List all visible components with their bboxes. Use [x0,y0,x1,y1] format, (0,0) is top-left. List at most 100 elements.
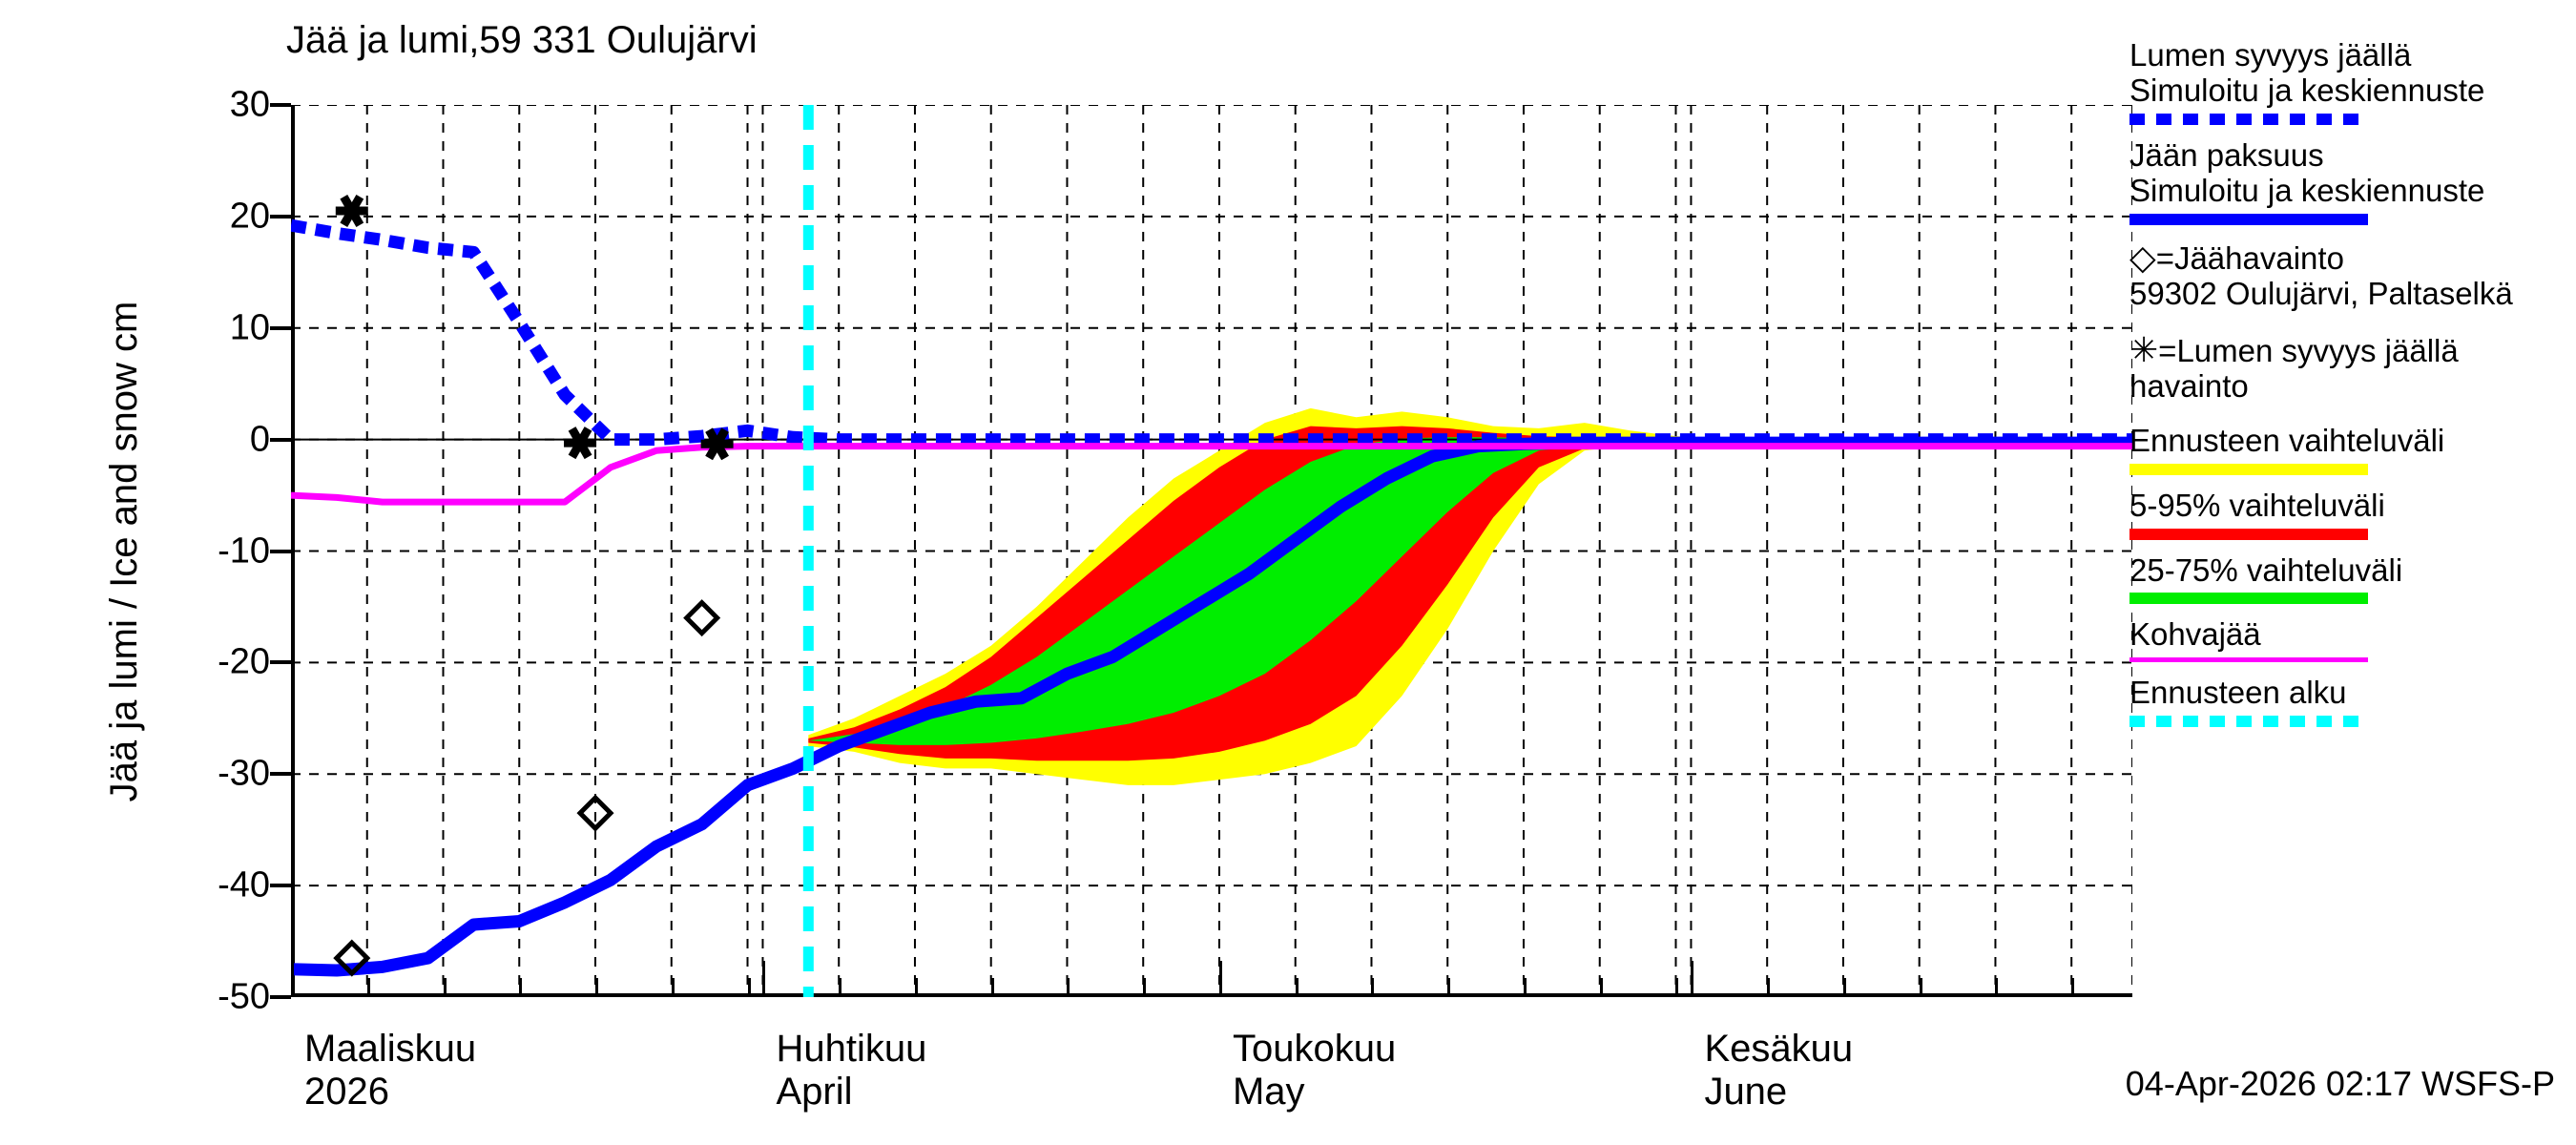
x-axis-tick-mark [1067,978,1070,997]
x-axis-tick-mark [1842,978,1846,997]
legend-label: 25-75% vaihteluväli [2129,552,2576,589]
page-title: Jää ja lumi,59 331 Oulujärvi [286,19,758,61]
x-axis-month-label-en: 2026 [304,1071,389,1113]
x-axis-month-label: Maaliskuu 2026 [304,1028,476,1114]
x-axis-month-label-en: April [776,1071,853,1113]
legend-label-line: =Lumen syvyys jäällä havainto [2129,332,2459,404]
legend-spacer [2129,312,2576,325]
y-axis-tick-mark [270,437,291,442]
footer-timestamp: 04-Apr-2026 02:17 WSFS-P [2125,1064,2555,1103]
x-axis-month-label-fi: Maaliskuu [304,1028,477,1070]
legend-label-line: 5-95% vaihteluväli [2129,487,2385,523]
x-axis-tick-mark [1995,978,1999,997]
x-axis-tick-mark [990,978,994,997]
x-axis-tick-mark [1143,978,1147,997]
legend-swatch-range-5-95 [2129,528,2368,540]
y-axis-tick-label: 0 [249,419,270,460]
legend-swatch-snow-depth-forecast [2129,113,2368,125]
x-axis-tick-mark [1447,978,1451,997]
y-axis-tick-mark [270,660,291,665]
x-axis-tick-mark [839,978,842,997]
legend-item-forecast-start: Ennusteen alku [2129,675,2576,728]
legend-label-line: Kohvajää [2129,616,2261,653]
legend-item-range-25-75: 25-75% vaihteluväli [2129,552,2576,605]
x-axis-month-tick [762,961,766,997]
legend-item-snow-depth-forecast: Lumen syvyys jäällä Simuloitu ja keskienn… [2129,37,2576,125]
legend-item-kohvajaa: Kohvajää [2129,617,2576,663]
y-axis-tick-mark [270,772,291,777]
x-axis-month-label-fi: Toukokuu [1232,1028,1397,1070]
x-axis-tick-mark [1371,978,1375,997]
legend-swatch-kohvajaa [2129,657,2368,663]
x-axis-tick-mark [595,978,598,997]
legend-swatch-forecast-start [2129,716,2368,728]
x-axis-month-label: Kesäkuu June [1704,1028,1853,1114]
legend-label-line: Ennusteen vaihteluväli [2129,422,2445,458]
legend-label: Jään paksuus Simuloitu ja keskiennuste [2129,136,2576,209]
legend-item-range-5-95: 5-95% vaihteluväli [2129,487,2576,540]
x-axis-tick-mark [1295,978,1298,997]
legend-label: Ennusteen vaihteluväli [2129,422,2576,459]
legend-item-ice-observation: ◇=Jäähavainto 59302 Oulujärvi, Paltaselkä [2129,239,2576,325]
legend-label-line: Simuloitu ja keskiennuste [2129,172,2485,208]
legend-symbol-ice-observation-icon: ◇ [2129,237,2156,277]
legend-item-ice-thickness-forecast: Jään paksuus Simuloitu ja keskiennuste [2129,136,2576,225]
x-axis-tick-mark [1675,978,1679,997]
x-axis-month-label-en: May [1232,1071,1305,1113]
legend-label-line: 59302 Oulujärvi, Paltaselkä [2129,275,2513,311]
legend-label: 5-95% vaihteluväli [2129,487,2576,524]
x-axis-tick-mark [914,978,918,997]
x-axis-month-label-fi: Kesäkuu [1704,1028,1854,1070]
y-axis-tick-label: -10 [218,531,270,571]
legend-label-line: Jään paksuus [2129,136,2324,173]
y-axis-tick-label: 20 [229,196,270,237]
y-axis-tick-mark [270,884,291,888]
x-axis-tick-mark [2071,978,2075,997]
y-axis-tick-label: -50 [218,976,270,1017]
x-axis-tick-mark [1919,978,1922,997]
x-axis-month-label-fi: Huhtikuu [776,1028,927,1070]
legend-label-line: Simuloitu ja keskiennuste [2129,72,2485,108]
legend-swatch-forecast-range [2129,463,2368,475]
x-axis-tick-mark [747,978,751,997]
legend-label-line: Lumen syvyys jäällä [2129,37,2412,73]
y-axis-tick-label: -20 [218,641,270,682]
legend-item-forecast-range: Ennusteen vaihteluväli [2129,422,2576,475]
y-axis-tick-label: 10 [229,307,270,348]
x-axis-tick-mark [1599,978,1603,997]
x-axis-tick-mark [443,978,447,997]
y-axis-tick-mark [270,325,291,330]
y-axis-tick-mark [270,995,291,999]
legend-label: Lumen syvyys jäällä Simuloitu ja keskienn… [2129,37,2576,109]
x-axis-month-label: Huhtikuu April [776,1028,926,1114]
legend-swatch-range-25-75 [2129,593,2368,605]
legend-symbol-snow-observation-icon: ✳ [2129,329,2159,369]
chart-plot-area: 30 20 10 0 -10 -20 -30 -40 -50 Jää ja lumi / Ice… [103,85,2132,1113]
y-axis-tick-mark [270,214,291,219]
chart-legend: Lumen syvyys jäällä Simuloitu ja keskienn… [2129,37,2576,740]
y-axis-tick-label: 30 [229,84,270,125]
x-axis-tick-mark [1767,978,1771,997]
legend-label: ◇=Jäähavainto 59302 Oulujärvi, Paltaselkä [2129,239,2576,312]
x-axis-month-tick [291,961,294,997]
x-axis-tick-mark [366,978,370,997]
legend-label: Kohvajää [2129,617,2576,653]
legend-label: Ennusteen alku [2129,675,2576,711]
chart-canvas [291,105,2132,997]
legend-label: ✳=Lumen syvyys jäällä havainto [2129,329,2576,405]
legend-item-snow-observation: ✳=Lumen syvyys jäällä havainto [2129,329,2576,418]
y-axis-tick-mark [270,103,291,107]
y-axis-label: Jää ja lumi / Ice and snow cm [103,301,145,802]
x-axis-month-label-en: June [1704,1071,1788,1113]
x-axis-tick-mark [1523,978,1527,997]
legend-label-line: =Jäähavainto [2155,239,2344,276]
y-axis-tick-label: -30 [218,753,270,794]
y-axis-tick-label: -40 [218,864,270,906]
x-axis-month-label: Toukokuu May [1233,1028,1396,1114]
y-axis-tick-mark [270,549,291,553]
legend-swatch-ice-thickness-forecast [2129,213,2368,225]
legend-spacer [2129,405,2576,418]
legend-label-line: Ennusteen alku [2129,675,2347,711]
x-axis-month-tick [1691,961,1694,997]
legend-label-line: 25-75% vaihteluväli [2129,552,2403,588]
